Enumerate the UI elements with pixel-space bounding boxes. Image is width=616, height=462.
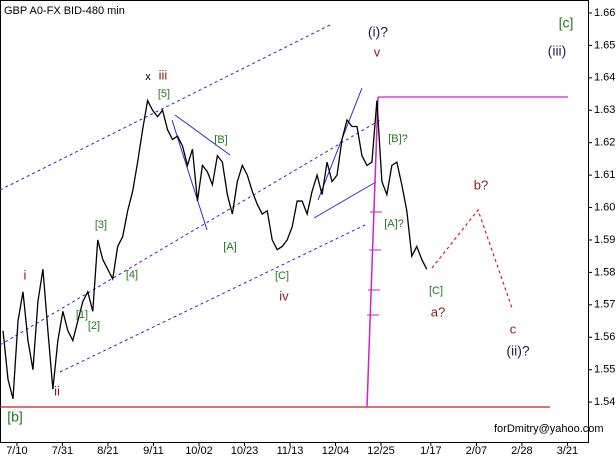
plot	[2, 98, 428, 400]
y-tick-label: 1.55	[594, 364, 615, 376]
wave-label: c	[510, 321, 517, 336]
fib-ticks	[367, 211, 382, 316]
wedge-line	[317, 87, 363, 201]
y-tick-label: 1.60	[594, 201, 615, 213]
wave-label: (i)?	[368, 24, 388, 40]
wave-label: [A]?	[384, 218, 404, 230]
x-tick-label: 10/23	[231, 445, 259, 457]
wave-label: [4]	[126, 269, 138, 281]
x-tick-label: 10/02	[185, 445, 213, 457]
x-tick-label: 8/21	[97, 445, 118, 457]
x-tick-label: 1/17	[420, 445, 441, 457]
wave-label: [c]	[559, 15, 574, 31]
channel-middle	[0, 119, 381, 346]
wave-label: a?	[431, 304, 445, 319]
wave-label: b?	[474, 177, 488, 192]
x-tick-label: 2/28	[511, 445, 532, 457]
y-tick-label: 1.65	[594, 39, 615, 51]
wave-label: iii	[159, 67, 168, 82]
y-tick-label: 1.58	[594, 266, 615, 278]
fib-line	[366, 96, 379, 408]
y-tick-label: 1.62	[594, 137, 615, 149]
chart-title: GBP A0-FX BID-480 min	[4, 5, 125, 17]
x-tick-label: 12/04	[322, 445, 350, 457]
x-tick-label: 7/31	[52, 445, 73, 457]
wave-label: [1]	[76, 309, 88, 321]
wave-label: (ii)?	[506, 343, 530, 359]
x-tick-label: 7/10	[6, 445, 27, 457]
y-tick-label: 1.63	[594, 104, 615, 116]
wave-label: ii	[54, 383, 60, 398]
wave-label: [2]	[88, 320, 100, 332]
wave-label: x	[145, 71, 151, 83]
channel-upper	[0, 24, 331, 191]
y-tick-label: 1.64	[594, 72, 615, 84]
wedge-line	[171, 119, 208, 231]
y-tick-label: 1.54	[594, 396, 615, 408]
wave-label: [B]	[214, 134, 227, 146]
y-tick-label: 1.57	[594, 299, 615, 311]
wedge-line	[313, 181, 377, 219]
projection	[431, 208, 513, 309]
wedge-line	[174, 114, 231, 156]
plot-frame	[0, 0, 589, 443]
y-tick-label: 1.59	[594, 234, 615, 246]
x-tick-label: 11/13	[277, 445, 304, 457]
credit: forDmitry@yahoo.com	[494, 423, 604, 435]
x-tick-label: 2/07	[466, 445, 487, 457]
wave-label: [B]?	[388, 133, 408, 145]
wave-label: [5]	[158, 88, 170, 100]
y-tick-label: 1.66	[594, 7, 615, 19]
wave-label: [3]	[95, 219, 107, 231]
wave-label: (iii)	[548, 43, 567, 59]
wave-label: [C]	[429, 285, 443, 297]
x-tick-label: 9/11	[143, 445, 164, 457]
wave-label: [b]	[7, 409, 23, 425]
wave-label: iv	[279, 288, 289, 303]
wave-label: i	[24, 267, 27, 282]
wave-label: [A]	[223, 241, 236, 253]
wave-label: v	[374, 44, 381, 59]
price-line	[2, 98, 428, 400]
x-tick-label: 3/21	[557, 445, 578, 457]
y-tick-label: 1.56	[594, 331, 615, 343]
wave-label: [C]	[275, 270, 289, 282]
x-tick-label: 12/25	[367, 445, 395, 457]
y-tick-label: 1.61	[594, 169, 615, 181]
channel-lower	[59, 224, 366, 373]
